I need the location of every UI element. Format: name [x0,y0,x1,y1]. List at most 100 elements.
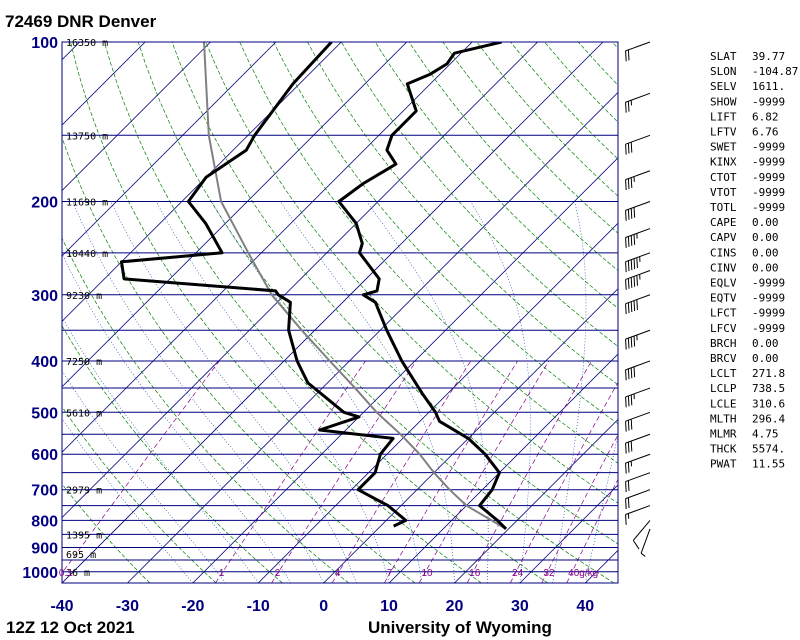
height-labels: 16350 m 13750 m 11690 m 10440 m 9230 m 7250 m… [66,38,108,579]
wind-barb-feather [636,257,638,269]
pressure-tick-label: 800 [31,513,58,530]
wind-barb-feather [625,237,627,248]
index-name-totl: TOTL [710,201,737,214]
height-label: 11690 m [66,197,108,208]
wind-barb-staff [625,411,651,422]
moist-adiabat-line [280,201,455,583]
parcel-path [203,42,507,530]
index-name-eqtv: EQTV [710,292,737,305]
mixing-ratio-label: 24 [512,568,524,579]
wind-barb-feather [625,144,627,155]
index-value-cinv: 0.00 [752,261,779,274]
wind-barb-feather [627,302,630,314]
wind-barb [625,472,651,493]
isotherm-line [62,42,211,192]
temperature-profile [337,42,508,530]
pressure-tick-label: 200 [31,194,58,211]
height-label: 9230 m [66,291,102,302]
wind-barb [625,228,651,248]
wind-barb-feather [630,177,633,189]
index-value-capv: 0.00 [752,231,779,244]
index-name-lfct: LFCT [710,307,737,320]
index-value-cape: 0.00 [752,216,779,229]
wind-barb-staff [625,472,651,483]
index-value-eqlv: -9999 [752,277,785,290]
moist-adiabat-line [470,201,531,583]
isotherm-line [62,42,604,583]
mixing-ratio-line [418,360,550,583]
wind-barb-feather [627,101,630,112]
index-name-show: SHOW [710,95,737,108]
wind-barb-feather [630,277,633,288]
wind-barb-staff [640,528,651,554]
index-value-cins: 0.00 [752,246,779,259]
wind-barb [625,92,651,113]
wind-barb [625,387,651,408]
temperature-tick-labels: -40 -30 -20 -10 0 10 20 30 40 [50,598,594,615]
isotherm-line [62,42,473,453]
index-value-brch: 0.00 [752,337,779,350]
wind-barb-feather [627,49,630,61]
moist-adiabat-lines [62,201,618,583]
wind-barb-feather [633,300,636,312]
pressure-tick-label: 900 [31,541,58,558]
mixing-ratio-label: 7 [387,568,393,579]
temperature-tick-label: -10 [247,598,270,615]
pressure-tick-label: 500 [31,405,58,422]
index-value-ctot: -9999 [752,171,785,184]
index-name-lclp: LCLP [710,382,737,395]
moist-adiabat-line [72,201,324,583]
pressure-tick-label: 300 [31,288,58,305]
height-label: 16350 m [66,38,108,49]
wind-barb-feather [630,337,633,348]
wind-barb-staff [625,92,651,103]
wind-barb-staff [625,329,651,340]
wind-barb-feather [633,366,636,378]
index-value-lift: 6.82 [752,110,779,123]
mixing-ratio-label: 2 [275,568,281,579]
index-name-lift: LIFT [710,110,737,123]
index-name-lftv: LFTV [710,126,737,139]
wind-barb-feather [630,394,633,406]
mixing-ratio-line [509,381,618,583]
moist-adiabat-line [366,201,489,583]
wind-barbs [625,41,651,557]
wind-barb-feather [633,234,636,245]
temperature-tick-label: -20 [181,598,204,615]
wind-barb-feather [625,421,627,432]
wind-barb-feather [627,338,630,349]
mixing-ratio-line [466,360,592,583]
wind-barb-feather [632,540,640,550]
dry-adiabat-line [137,42,615,583]
index-value-pwat: 11.55 [752,458,785,471]
wind-barb-staff [625,170,651,181]
isotherm-line [62,42,342,322]
index-name-eqlv: EQLV [710,277,737,290]
wind-barb-feather [625,498,627,510]
wind-barb-feather [633,258,636,270]
moist-adiabat-line [110,201,357,583]
isotherm-line [388,353,618,583]
wind-barb-feather [625,179,627,191]
wind-barb-feather [625,463,627,474]
wind-barb-feather [627,278,630,289]
wind-barb-staff [625,252,651,263]
mixing-ratio-line [271,360,417,583]
moist-adiabat-line [156,201,390,583]
index-value-eqtv: -9999 [752,292,785,305]
index-name-thck: THCK [710,443,737,456]
wind-barb-half-feather [640,552,646,557]
wind-barb [632,520,651,550]
wind-barb-feather [625,210,627,221]
wind-barb-feather [630,367,633,379]
mixing-ratio-label: 10 [421,568,433,579]
dry-adiabat-line [62,325,283,583]
wind-barb-staff [625,387,651,398]
wind-barb-feather [627,420,630,431]
height-label: 5610 m [66,408,102,419]
mixing-ratio-label: 16 [469,568,481,579]
sounding-profiles [120,42,508,530]
moist-adiabat-line [585,433,618,583]
wind-barb-feather [630,235,633,246]
wind-barb-feather [625,279,627,290]
